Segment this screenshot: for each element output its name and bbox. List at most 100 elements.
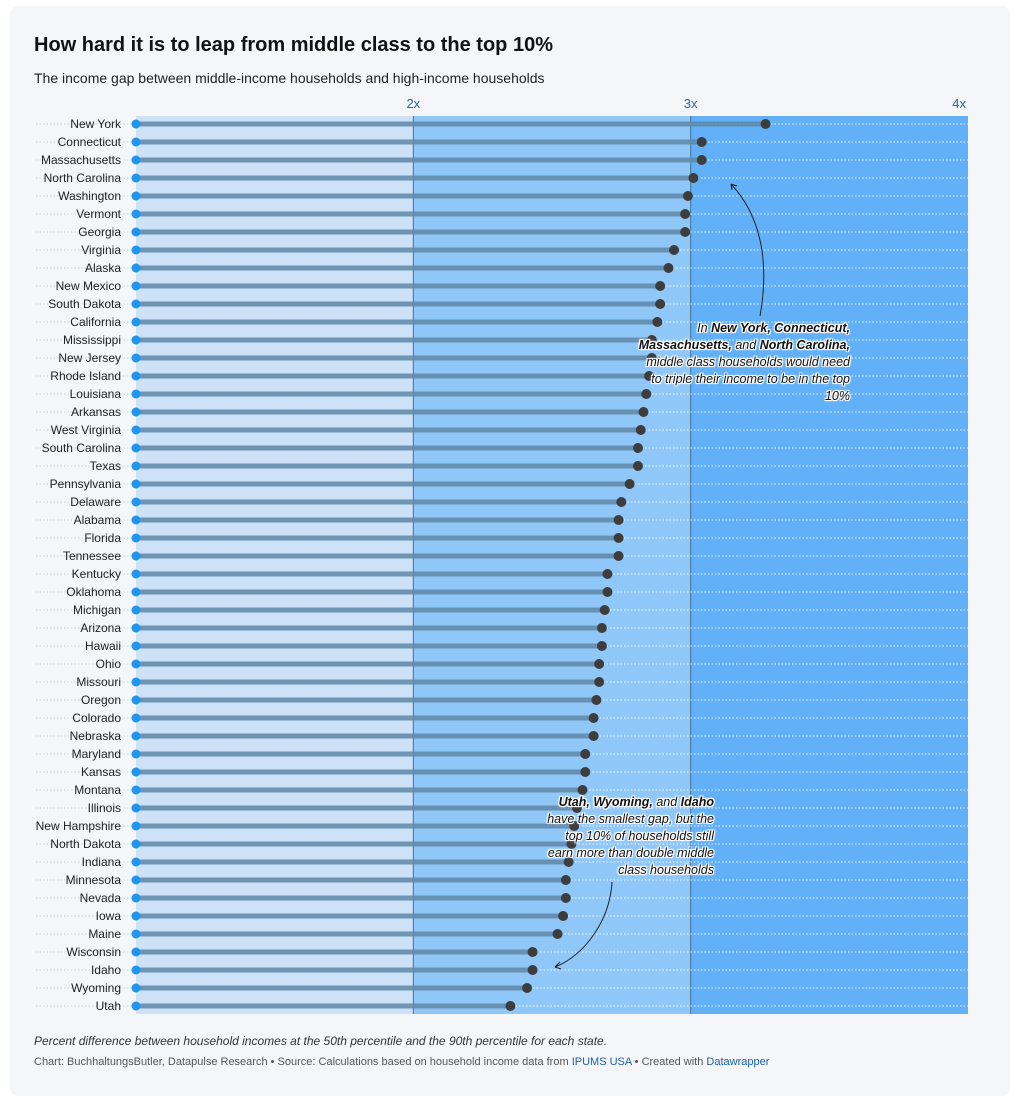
end-dot bbox=[571, 803, 582, 813]
end-dot bbox=[602, 569, 613, 579]
end-dot bbox=[552, 929, 563, 939]
state-label: Virginia bbox=[81, 243, 121, 257]
start-dot bbox=[131, 911, 141, 921]
state-label: Michigan bbox=[73, 603, 121, 617]
end-dot bbox=[594, 677, 605, 687]
state-label: Georgia bbox=[78, 225, 121, 239]
state-label: Louisiana bbox=[70, 387, 122, 401]
start-dot bbox=[131, 767, 141, 777]
start-dot bbox=[131, 353, 141, 363]
state-label: Colorado bbox=[72, 711, 121, 725]
state-label: Wyoming bbox=[71, 981, 121, 995]
state-label: Nebraska bbox=[70, 729, 122, 743]
start-dot bbox=[131, 695, 141, 705]
start-dot bbox=[131, 731, 141, 741]
state-label: Iowa bbox=[96, 909, 122, 923]
state-label: North Carolina bbox=[44, 171, 122, 185]
end-dot bbox=[663, 263, 674, 273]
end-dot bbox=[635, 425, 646, 435]
end-dot bbox=[696, 155, 707, 165]
start-dot bbox=[131, 605, 141, 615]
end-dot bbox=[569, 821, 580, 831]
end-dot bbox=[688, 173, 699, 183]
end-dot bbox=[632, 443, 643, 453]
datawrapper-link[interactable]: Datawrapper bbox=[706, 1056, 770, 1068]
start-dot bbox=[131, 227, 141, 237]
end-dot bbox=[577, 785, 588, 795]
ipums-link[interactable]: IPUMS USA bbox=[571, 1056, 632, 1068]
start-dot bbox=[131, 947, 141, 957]
start-dot bbox=[131, 839, 141, 849]
state-label: Indiana bbox=[82, 855, 122, 869]
end-dot bbox=[599, 605, 610, 615]
end-dot bbox=[624, 479, 635, 489]
end-dot bbox=[655, 299, 666, 309]
state-label: Maine bbox=[88, 927, 121, 941]
start-dot bbox=[131, 173, 141, 183]
end-dot bbox=[596, 641, 607, 651]
start-dot bbox=[131, 497, 141, 507]
start-dot bbox=[131, 785, 141, 795]
state-label: Missouri bbox=[76, 675, 121, 689]
chart-notes: Percent difference between household inc… bbox=[34, 1034, 608, 1048]
end-dot bbox=[613, 515, 624, 525]
end-dot bbox=[527, 965, 538, 975]
state-label: Oklahoma bbox=[66, 585, 121, 599]
state-label: Maryland bbox=[72, 747, 121, 761]
start-dot bbox=[131, 875, 141, 885]
annotation-top-arrowhead bbox=[730, 183, 738, 191]
start-dot bbox=[131, 461, 141, 471]
state-label: Alabama bbox=[74, 513, 122, 527]
state-label: Ohio bbox=[96, 657, 122, 671]
start-dot bbox=[131, 857, 141, 867]
start-dot bbox=[131, 623, 141, 633]
start-dot bbox=[131, 263, 141, 273]
start-dot bbox=[131, 821, 141, 831]
state-label: South Dakota bbox=[48, 297, 121, 311]
end-dot bbox=[680, 227, 691, 237]
end-dot bbox=[563, 857, 574, 867]
start-dot bbox=[131, 137, 141, 147]
state-label: Pennsylvania bbox=[50, 477, 122, 491]
state-label: Wisconsin bbox=[66, 945, 121, 959]
state-label: Washington bbox=[58, 189, 121, 203]
state-label: California bbox=[70, 315, 121, 329]
state-label: South Carolina bbox=[42, 441, 122, 455]
start-dot bbox=[131, 551, 141, 561]
end-dot bbox=[588, 731, 599, 741]
end-dot bbox=[591, 695, 602, 705]
start-dot bbox=[131, 641, 141, 651]
start-dot bbox=[131, 929, 141, 939]
state-label: Oregon bbox=[81, 693, 121, 707]
state-label: Nevada bbox=[80, 891, 122, 905]
state-label: North Dakota bbox=[50, 837, 121, 851]
start-dot bbox=[131, 749, 141, 759]
state-label: Vermont bbox=[76, 207, 121, 221]
x-tick-label: 3x bbox=[684, 96, 698, 111]
credits-source: Source: Calculations based on household … bbox=[277, 1056, 569, 1068]
credits-chart: Chart: BuchhaltungsButler, Datapulse Res… bbox=[34, 1056, 268, 1068]
state-label: Kentucky bbox=[72, 567, 121, 581]
start-dot bbox=[131, 425, 141, 435]
end-dot bbox=[655, 281, 666, 291]
start-dot bbox=[131, 119, 141, 129]
credits-created: Created with bbox=[641, 1056, 704, 1068]
end-dot bbox=[646, 353, 657, 363]
state-label: Arizona bbox=[80, 621, 121, 635]
start-dot bbox=[131, 209, 141, 219]
state-label: New Jersey bbox=[58, 351, 121, 365]
start-dot bbox=[131, 317, 141, 327]
annotation-top: In New York, Connecticut, Massachusetts,… bbox=[638, 321, 850, 403]
state-label: Kansas bbox=[81, 765, 121, 779]
state-label: Alaska bbox=[85, 261, 121, 275]
start-dot bbox=[131, 713, 141, 723]
state-label: Arkansas bbox=[71, 405, 121, 419]
end-dot bbox=[682, 191, 693, 201]
start-dot bbox=[131, 533, 141, 543]
end-dot bbox=[596, 623, 607, 633]
state-label: Minnesota bbox=[66, 873, 122, 887]
state-label: Mississippi bbox=[63, 333, 121, 347]
state-label: Connecticut bbox=[58, 135, 122, 149]
state-label: Utah bbox=[96, 999, 121, 1013]
